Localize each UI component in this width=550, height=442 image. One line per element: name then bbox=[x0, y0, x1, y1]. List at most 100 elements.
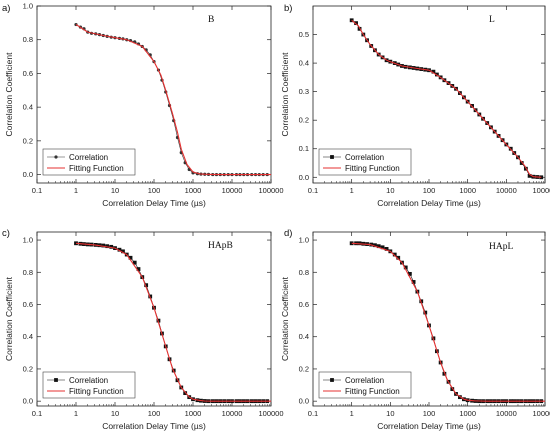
legend-box bbox=[42, 148, 136, 176]
y-tick-label: 0.8 bbox=[299, 268, 309, 277]
sample-label: HApB bbox=[208, 241, 233, 251]
legend-label-correlation: Correlation bbox=[69, 376, 108, 385]
correlation-point bbox=[132, 260, 137, 265]
x-tick-label: 1 bbox=[74, 409, 78, 418]
chart-panel-d: 0.1 1 10 100 1000 10000 100000 0.0 0.2 0.4 0.6 0.8 1… bbox=[280, 228, 550, 431]
sample-label: L bbox=[489, 15, 495, 25]
x-tick-label: 100000 bbox=[258, 186, 283, 195]
correlation-point bbox=[117, 247, 122, 252]
x-tick-label: 10000 bbox=[222, 186, 243, 195]
x-axis-label: Correlation Delay Time (µs) bbox=[377, 198, 481, 208]
y-tick-label: 0.6 bbox=[299, 300, 309, 309]
legend-swatch-correlation-marker bbox=[54, 155, 58, 159]
legend-box bbox=[318, 148, 412, 176]
panel-label: c) bbox=[2, 228, 10, 239]
legend-swatch-correlation-marker bbox=[330, 378, 334, 382]
legend-label-fitting-function: Fitting Function bbox=[69, 164, 124, 173]
x-tick-label: 10 bbox=[386, 409, 394, 418]
y-tick-label: 0.1 bbox=[299, 144, 309, 153]
correlation-point bbox=[519, 161, 524, 165]
legend-label-fitting-function: Fitting Function bbox=[69, 387, 124, 396]
y-tick-label: 0.0 bbox=[299, 397, 309, 406]
x-tick-label: 10 bbox=[111, 186, 119, 195]
y-tick-label: 0.2 bbox=[23, 136, 33, 145]
y-tick-label: 0.6 bbox=[23, 69, 33, 78]
y-tick-label: 0.2 bbox=[299, 364, 309, 373]
sample-label: HApL bbox=[489, 242, 513, 252]
y-axis-label: Correlation Coefficient bbox=[4, 52, 14, 137]
correlation-point bbox=[450, 387, 455, 391]
legend-label-correlation: Correlation bbox=[345, 376, 384, 385]
correlation-point bbox=[392, 252, 397, 257]
correlation-point bbox=[105, 244, 110, 249]
x-tick-label: 0.1 bbox=[32, 186, 42, 195]
legend: Correlation Fitting Function bbox=[42, 148, 136, 176]
correlation-point bbox=[373, 243, 377, 248]
legend: Correlation Fitting Function bbox=[318, 148, 412, 176]
y-axis-label: Correlation Coefficient bbox=[4, 276, 14, 361]
panel-label: d) bbox=[284, 228, 292, 239]
x-axis-label: Correlation Delay Time (µs) bbox=[377, 421, 481, 431]
fitting-function-line bbox=[351, 19, 542, 178]
legend-label-fitting-function: Fitting Function bbox=[345, 164, 400, 173]
x-tick-label: 1 bbox=[74, 186, 78, 195]
x-tick-label: 100000 bbox=[532, 186, 550, 195]
x-tick-label: 1 bbox=[350, 409, 354, 418]
fitting-function-line bbox=[75, 242, 271, 402]
fitting-function-line bbox=[351, 242, 545, 402]
legend-box bbox=[318, 371, 412, 399]
y-tick-label: 1.0 bbox=[23, 236, 33, 245]
legend: Correlation Fitting Function bbox=[42, 371, 136, 399]
correlation-point bbox=[380, 245, 385, 250]
x-tick-label: 10000 bbox=[496, 409, 517, 418]
x-tick-label: 1000 bbox=[459, 409, 476, 418]
panel-label: a) bbox=[2, 3, 10, 14]
correlation-point bbox=[403, 265, 408, 270]
correlation-point bbox=[183, 391, 188, 396]
correlation-point bbox=[527, 173, 532, 178]
x-tick-label: 10000 bbox=[222, 409, 243, 418]
x-tick-label: 100 bbox=[148, 409, 161, 418]
sample-label: B bbox=[208, 15, 214, 25]
legend: Correlation Fitting Function bbox=[318, 371, 412, 399]
correlation-point bbox=[396, 255, 401, 260]
y-tick-label: 0.5 bbox=[299, 30, 309, 39]
y-axis-label: Correlation Coefficient bbox=[280, 276, 290, 361]
y-tick-label: 0.4 bbox=[299, 59, 309, 68]
x-axis-label: Correlation Delay Time (µs) bbox=[102, 421, 206, 431]
correlation-point bbox=[384, 247, 389, 251]
legend-label-fitting-function: Fitting Function bbox=[345, 387, 400, 396]
y-tick-label: 1.0 bbox=[23, 2, 33, 11]
y-tick-label: 0.4 bbox=[299, 332, 309, 341]
x-tick-label: 0.1 bbox=[308, 409, 318, 418]
x-axis-label: Correlation Delay Time (µs) bbox=[102, 198, 206, 208]
correlation-point bbox=[431, 69, 436, 74]
x-tick-label: 1000 bbox=[185, 409, 202, 418]
correlation-point bbox=[407, 271, 412, 276]
correlation-point bbox=[144, 283, 149, 288]
y-tick-label: 0.0 bbox=[299, 173, 309, 182]
x-tick-label: 0.1 bbox=[32, 409, 42, 418]
x-tick-label: 1000 bbox=[185, 186, 202, 195]
panel-label: b) bbox=[284, 3, 292, 14]
x-tick-label: 10 bbox=[111, 409, 119, 418]
correlation-point bbox=[411, 280, 416, 284]
legend-swatch-correlation-marker bbox=[330, 155, 334, 159]
legend-label-correlation: Correlation bbox=[345, 153, 384, 162]
legend-swatch-correlation-marker bbox=[54, 378, 58, 382]
correlation-point bbox=[423, 310, 428, 315]
correlation-point bbox=[136, 267, 141, 271]
x-tick-label: 100 bbox=[423, 186, 436, 195]
correlation-point bbox=[121, 249, 125, 254]
correlation-point bbox=[376, 244, 381, 249]
chart-panel-a: 0.1 1 10 100 1000 10000 100000 0.0 0.2 0.4 0.6 0.8 1… bbox=[2, 2, 284, 209]
legend-label-correlation: Correlation bbox=[69, 153, 108, 162]
correlation-point bbox=[354, 21, 358, 26]
fitting-function-line bbox=[75, 24, 271, 176]
legend-box bbox=[42, 371, 136, 399]
x-tick-label: 100 bbox=[148, 186, 161, 195]
y-tick-label: 0.2 bbox=[23, 364, 33, 373]
y-axis-label: Correlation Coefficient bbox=[280, 52, 290, 137]
x-tick-label: 1000 bbox=[459, 186, 476, 195]
correlation-point bbox=[128, 255, 133, 260]
